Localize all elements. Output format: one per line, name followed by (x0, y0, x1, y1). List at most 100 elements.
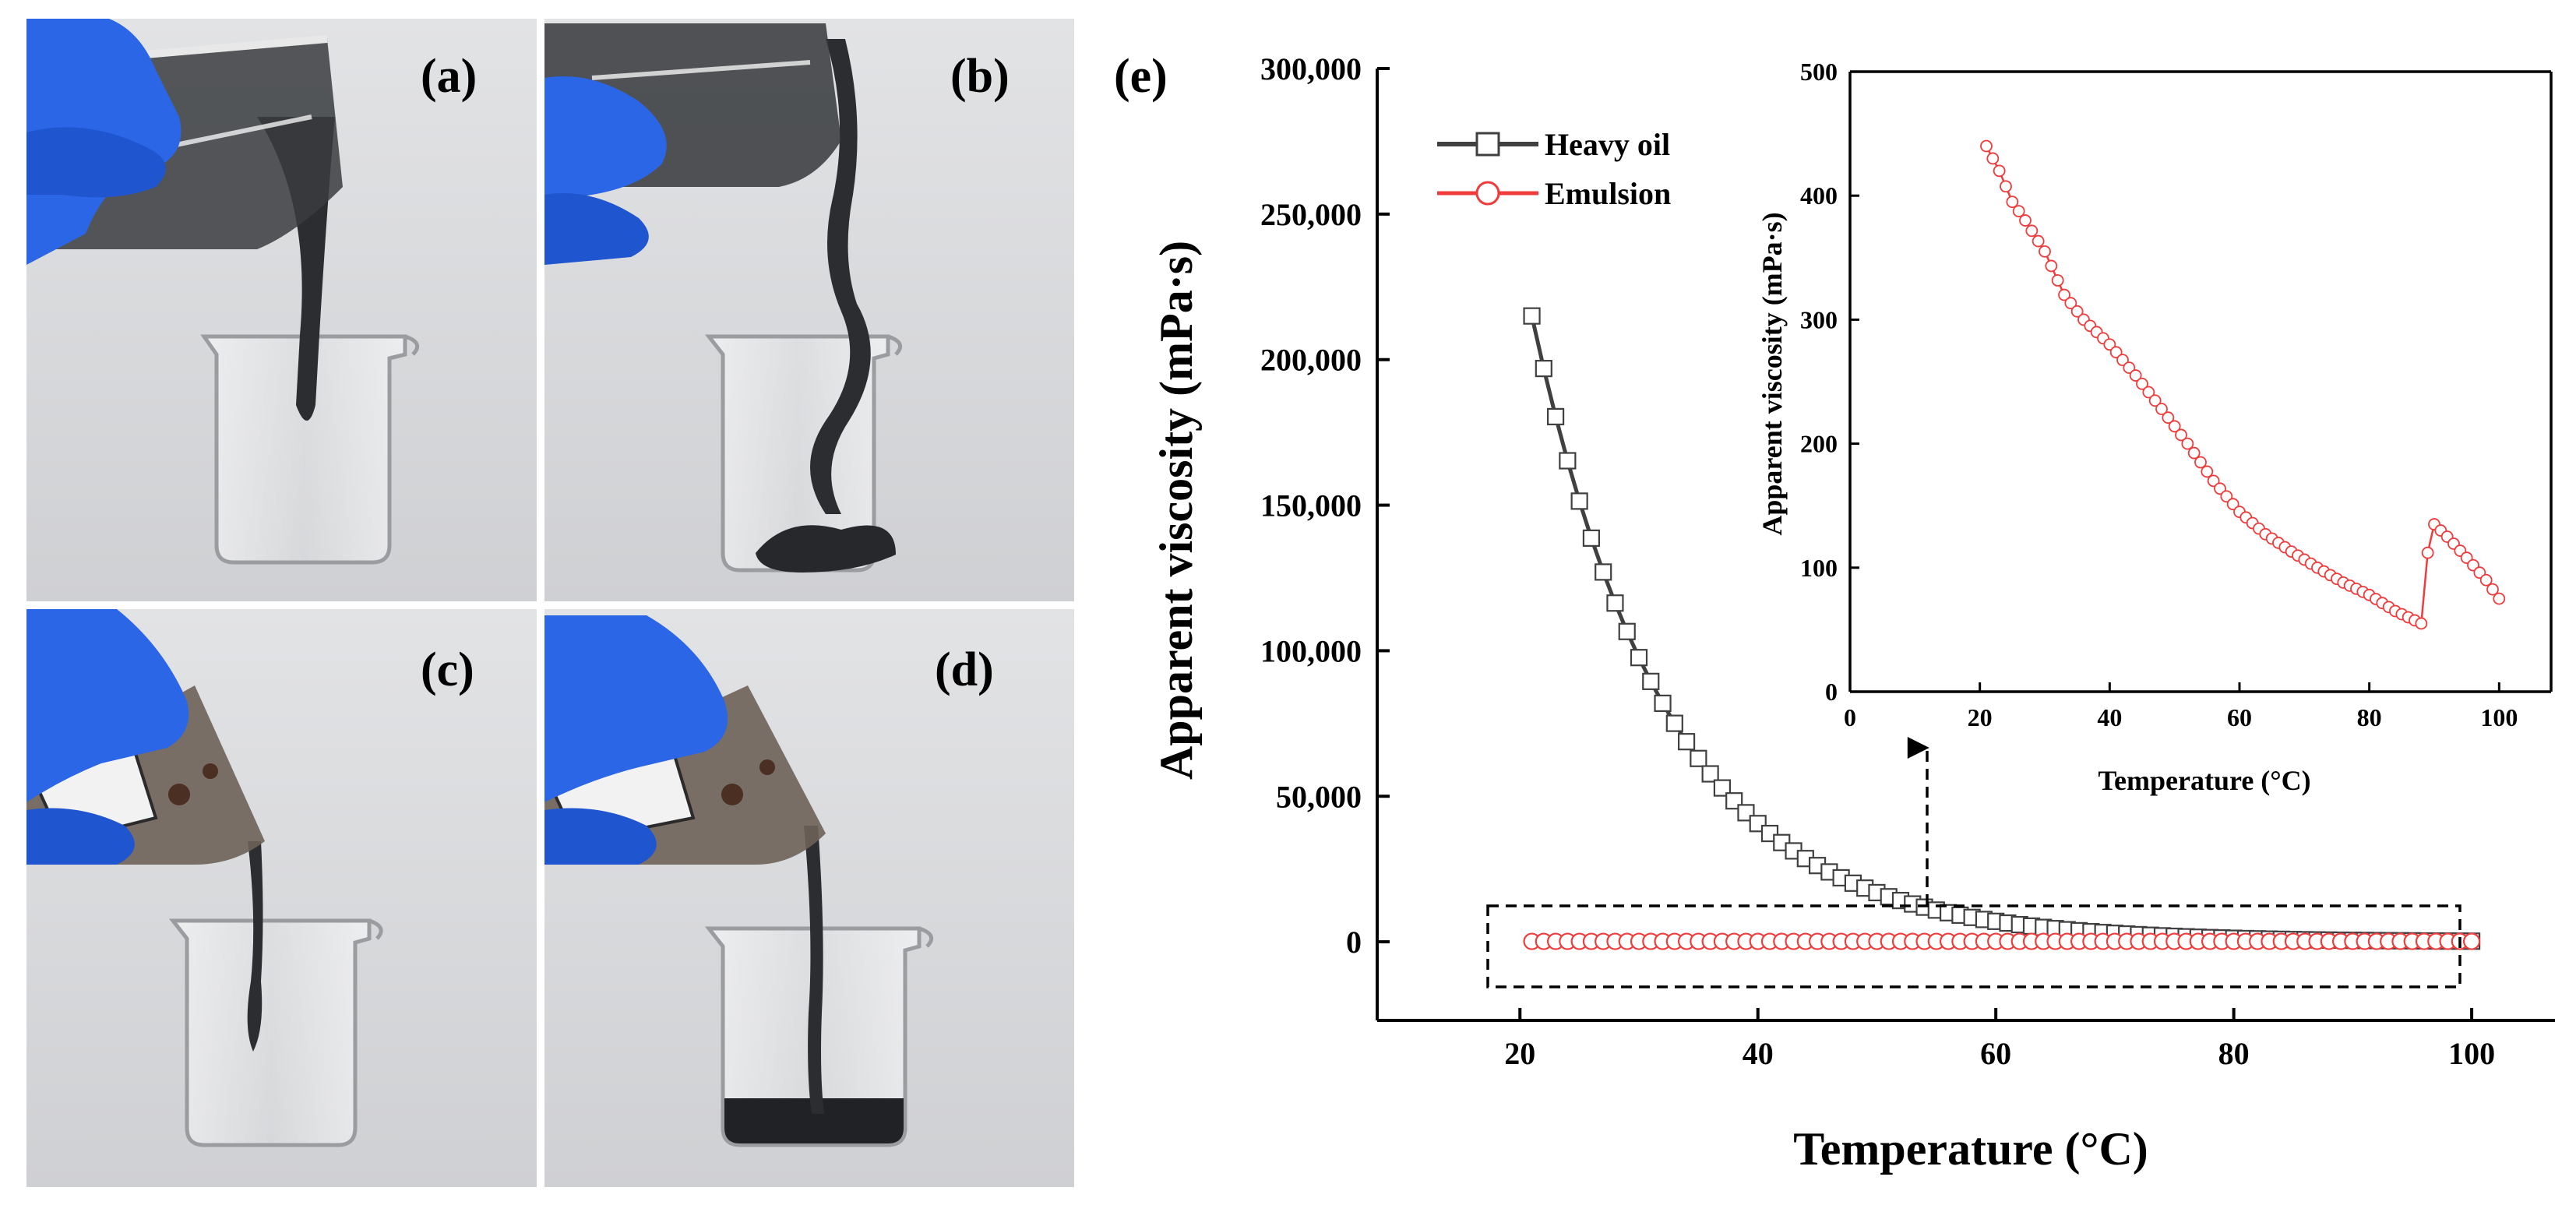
inset-data-point-emulsion (2486, 583, 2499, 596)
inset-data-point-emulsion (2116, 354, 2129, 367)
data-point-heavy-oil (1618, 622, 1636, 640)
data-point-heavy-oil (1630, 649, 1648, 667)
main-y-axis-title: Apparent viscosity (mPa·s) (1151, 241, 1202, 780)
main-x-tick-label: 100 (2448, 1036, 2495, 1071)
inset-data-point-emulsion (2175, 428, 2187, 442)
inset-data-point-emulsion (1986, 152, 2000, 165)
inset-x-tick-label: 60 (2227, 703, 2252, 731)
main-x-tick-label: 20 (1504, 1036, 1535, 1071)
photo-panel-d (544, 609, 1074, 1187)
inset-data-point-emulsion (1980, 139, 1993, 153)
main-y-tick-label: 50,000 (1276, 779, 1362, 814)
inset-data-point-emulsion (2109, 346, 2123, 359)
photo-panel-c (26, 609, 537, 1187)
inset-data-point-emulsion (2103, 338, 2116, 351)
data-point-heavy-oil (1546, 407, 1565, 426)
oil-pool-b (756, 525, 896, 573)
inset-data-point-emulsion (2142, 386, 2155, 399)
main-y-tick-label: 100,000 (1260, 633, 1362, 668)
legend-item-emulsion: Emulsion (1437, 176, 1671, 211)
oil-stream-c (247, 841, 263, 1052)
main-y-tick-label: 200,000 (1260, 343, 1362, 378)
panel-label-a: (a) (421, 50, 477, 103)
inset-y-ticks: 0 100 200 300 400 500 (1800, 58, 1859, 706)
inset-data-point-emulsion (2479, 573, 2493, 587)
data-point-heavy-oil (1595, 563, 1612, 581)
main-y-tick-label: 150,000 (1260, 488, 1362, 523)
data-point-emulsion (2462, 932, 2481, 950)
panel-label-c: (c) (421, 643, 474, 696)
glove-c (26, 609, 189, 802)
main-axes-frame (1376, 69, 2555, 1022)
inset-y-tick-label: 200 (1800, 430, 1838, 458)
panel-label-b: (b) (950, 50, 1010, 103)
inset-data-point-emulsion (2493, 592, 2506, 605)
inset-y-tick-label: 400 (1800, 181, 1838, 210)
glove-d (544, 615, 728, 802)
inset-data-point-emulsion (2220, 490, 2233, 503)
main-chart: 0 50,000 100,000 150,000 200,000 250,000 300,0… (1151, 51, 2555, 1175)
data-point-heavy-oil (1701, 765, 1719, 783)
inset-y-tick-label: 500 (1800, 58, 1838, 86)
data-point-heavy-oil (1606, 594, 1624, 612)
main-x-tick-label: 80 (2218, 1036, 2250, 1071)
inset-data-point-emulsion (2000, 180, 2012, 193)
data-point-heavy-oil (1523, 307, 1541, 325)
inset-data-point-emulsion (2201, 465, 2214, 478)
inset-data-point-emulsion (2019, 214, 2032, 227)
inset-data-point-emulsion (2070, 305, 2084, 318)
inset-data-point-emulsion (2051, 274, 2064, 287)
panel-label-d: (d) (935, 643, 994, 696)
main-x-tick-label: 60 (1980, 1036, 2011, 1071)
inset-data-point-emulsion (2123, 361, 2136, 374)
inset-data-point-emulsion (2415, 617, 2428, 630)
data-point-heavy-oil (1690, 749, 1707, 767)
inset-x-axis-title: Temperature (°C) (2098, 765, 2310, 796)
photo-panel-a (26, 19, 537, 601)
legend-label-emulsion: Emulsion (1545, 176, 1671, 211)
inset-x-tick-label: 100 (2480, 703, 2518, 731)
inset-data-point-emulsion (2039, 245, 2051, 258)
inset-data-point-emulsion (2129, 369, 2142, 382)
main-series (1523, 307, 2481, 950)
legend: Heavy oil Emulsion (1437, 127, 1671, 211)
inset-y-tick-label: 100 (1800, 554, 1838, 582)
data-point-heavy-oil (1713, 779, 1732, 797)
data-point-heavy-oil (1654, 694, 1672, 713)
data-point-heavy-oil (1559, 452, 1577, 470)
inset-chart: 0 100 200 300 400 500 0 20 40 60 80 100 Temperatur… (1757, 58, 2553, 796)
beaker-a (200, 334, 420, 565)
inset-data-point-emulsion (2168, 420, 2181, 433)
inset-data-point-emulsion (2064, 297, 2077, 310)
dashed-highlight-box (1486, 904, 2461, 988)
inset-data-point-emulsion (2012, 205, 2025, 218)
inset-data-point-emulsion (2421, 546, 2434, 559)
inset-x-tick-label: 80 (2357, 703, 2382, 731)
legend-item-heavy-oil: Heavy oil (1437, 127, 1670, 162)
inset-data-point-emulsion (2181, 437, 2194, 450)
oil-pool-d (724, 1098, 904, 1143)
inset-data-point-emulsion (1993, 164, 2006, 178)
oil-stream-b (810, 39, 871, 514)
panel-label-e: (e) (1114, 50, 1168, 103)
data-point-heavy-oil (1582, 529, 1601, 547)
inset-data-point-emulsion (2136, 377, 2148, 390)
inset-y-tick-label: 300 (1800, 305, 1838, 333)
inset-data-point-emulsion (2148, 394, 2162, 407)
inset-data-point-emulsion (2025, 224, 2039, 238)
glove-b (544, 76, 667, 203)
inset-series (1980, 139, 2506, 630)
data-point-heavy-oil (1677, 733, 1696, 751)
inset-axes-frame (1848, 70, 2553, 693)
inset-x-tick-label: 40 (2097, 703, 2122, 731)
data-point-heavy-oil (1665, 714, 1683, 732)
inset-data-point-emulsion (2214, 482, 2226, 495)
main-y-ticks: 0 50,000 100,000 150,000 200,000 250,000 300,0… (1260, 51, 1390, 960)
inset-data-point-emulsion (2226, 498, 2239, 511)
inset-y-tick-label: 0 (1825, 678, 1838, 706)
inset-y-axis-title: Apparent viscosity (mPa·s) (1757, 212, 1788, 535)
data-point-heavy-oil (1642, 672, 1660, 690)
main-y-tick-label: 300,000 (1260, 51, 1362, 86)
